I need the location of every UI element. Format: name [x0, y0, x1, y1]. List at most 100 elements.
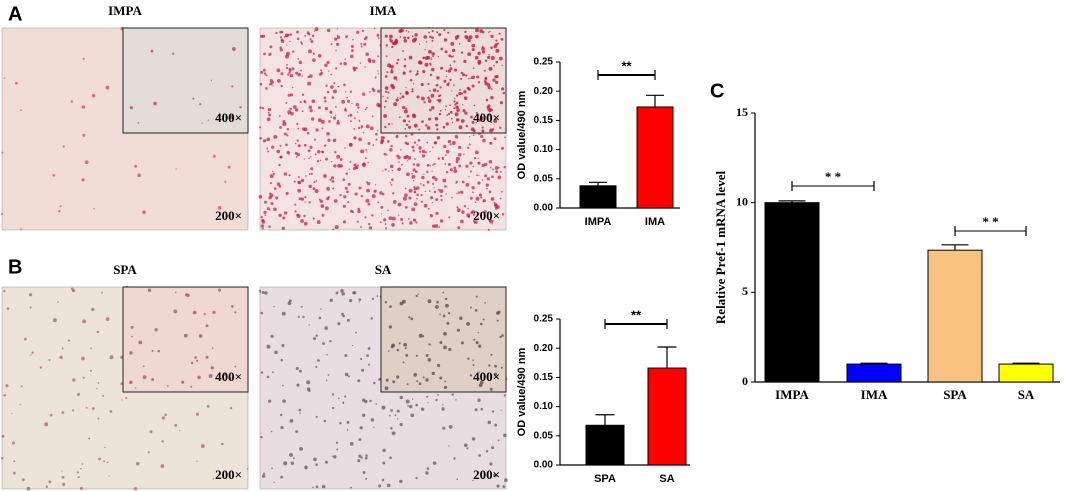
cell-dot	[447, 312, 451, 315]
cell-dot	[129, 351, 133, 355]
cell-dot	[503, 394, 506, 397]
cell-dot	[445, 122, 449, 126]
cell-dot	[390, 409, 393, 412]
cell-dot	[417, 293, 419, 295]
cell-dot	[483, 69, 486, 72]
cell-dot	[413, 373, 418, 377]
cell-dot	[456, 478, 459, 481]
cell-dot	[362, 92, 366, 96]
cell-dot	[406, 383, 409, 386]
cell-dot	[394, 414, 397, 417]
cell-dot	[447, 69, 452, 73]
cell-dot	[418, 128, 421, 131]
cell-dot	[333, 164, 337, 168]
cell-dot	[478, 193, 483, 197]
cell-dot	[403, 155, 407, 159]
cell-dot	[367, 58, 372, 62]
cell-dot	[430, 93, 435, 98]
cell-dot	[446, 321, 450, 325]
cell-dot	[280, 39, 285, 44]
cell-dot	[477, 157, 479, 160]
cell-dot	[259, 82, 263, 86]
cell-dot	[405, 399, 410, 404]
cell-dot	[399, 422, 403, 427]
cell-dot	[287, 93, 291, 97]
cell-dot	[332, 138, 337, 143]
cell-dot	[336, 154, 341, 159]
cell-dot	[478, 454, 481, 457]
cell-dot	[423, 173, 425, 175]
cell-dot	[424, 48, 426, 51]
cell-dot	[451, 141, 456, 145]
cell-dot	[288, 153, 290, 156]
cell-dot	[391, 178, 394, 182]
cell-dot	[287, 110, 292, 115]
cell-dot	[495, 48, 500, 53]
cell-dot	[355, 165, 359, 170]
cell-dot	[324, 206, 329, 211]
x-tick-label: IMA	[645, 216, 665, 228]
cell-dot	[371, 214, 374, 217]
y-tick-label: 5	[742, 284, 748, 298]
cell-dot	[282, 123, 284, 126]
cell-dot	[405, 172, 410, 177]
cell-dot	[466, 86, 470, 90]
cell-dot	[200, 444, 205, 448]
cell-dot	[19, 403, 21, 406]
cell-dot	[297, 72, 301, 77]
cell-dot	[279, 144, 282, 147]
cell-dot	[404, 187, 407, 190]
cell-dot	[454, 134, 459, 139]
cell-dot	[314, 138, 317, 141]
cell-dot	[465, 182, 470, 187]
cell-dot	[467, 38, 471, 43]
cell-dot	[387, 140, 390, 143]
cell-dot	[306, 131, 310, 135]
cell-dot	[5, 384, 9, 388]
micrograph-inset	[122, 27, 249, 134]
cell-dot	[449, 78, 452, 82]
cell-dot	[331, 176, 335, 180]
cell-dot	[440, 66, 444, 70]
cell-dot	[464, 111, 468, 115]
cell-dot	[488, 53, 490, 56]
cell-dot	[401, 299, 406, 304]
cell-dot	[445, 303, 449, 308]
cell-dot	[485, 183, 489, 187]
cell-dot	[346, 96, 349, 99]
cell-dot	[130, 325, 134, 329]
cell-dot	[205, 324, 209, 328]
cell-dot	[444, 154, 447, 156]
cell-dot	[455, 160, 459, 164]
cell-dot	[334, 225, 339, 230]
cell-dot	[319, 199, 324, 203]
cell-dot	[486, 177, 490, 181]
cell-dot	[281, 344, 285, 348]
cell-dot	[471, 210, 475, 214]
cell-dot	[424, 151, 427, 154]
cell-dot	[423, 203, 428, 208]
cell-dot	[286, 128, 290, 131]
cell-dot	[105, 317, 110, 321]
y-tick-label: 0.00	[534, 203, 554, 214]
cell-dot	[108, 475, 110, 477]
magnification-label: 200×	[215, 467, 242, 482]
cell-dot	[331, 96, 335, 99]
cell-dot	[480, 196, 483, 199]
cell-dot	[443, 38, 448, 42]
cell-dot	[490, 56, 495, 60]
cell-dot	[496, 484, 500, 488]
cell-dot	[439, 86, 442, 89]
cell-dot	[477, 398, 481, 402]
cell-dot	[288, 174, 291, 177]
cell-dot	[258, 195, 263, 199]
cell-dot	[414, 170, 418, 174]
cell-dot	[456, 108, 460, 112]
cell-dot	[268, 399, 272, 403]
cell-dot	[377, 55, 380, 58]
cell-dot	[398, 29, 403, 33]
cell-dot	[472, 213, 476, 216]
cell-dot	[455, 101, 459, 105]
cell-dot	[470, 127, 475, 132]
cell-dot	[477, 161, 481, 165]
